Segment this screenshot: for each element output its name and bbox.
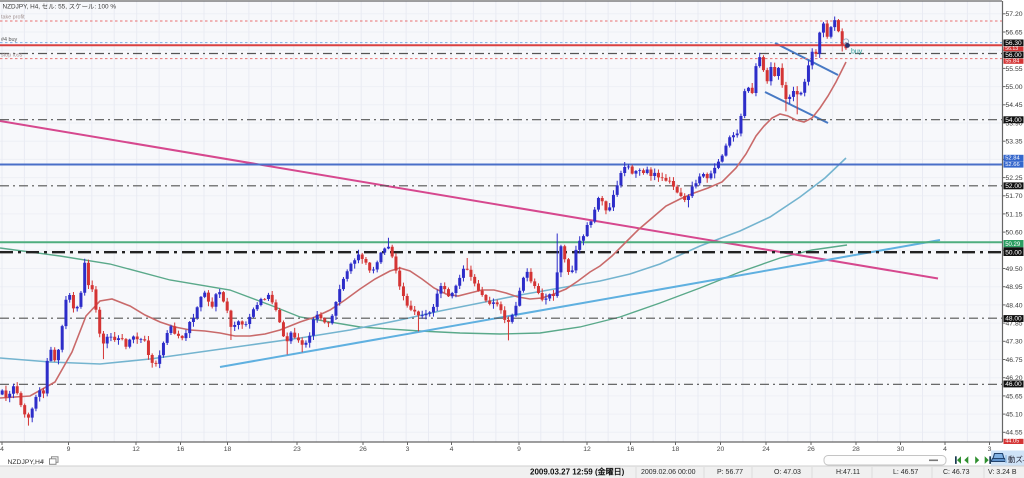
svg-text:53.90: 53.90 [1006,120,1023,127]
svg-text:26: 26 [359,446,367,453]
svg-text:20: 20 [717,446,725,453]
svg-text:buy: buy [851,49,863,56]
svg-text:9: 9 [517,446,521,453]
svg-text:48.00: 48.00 [1005,316,1022,323]
svg-text:47.30: 47.30 [1006,339,1023,346]
svg-text:2009.02.06 00:00: 2009.02.06 00:00 [641,469,696,476]
svg-text:51.70: 51.70 [1006,193,1023,200]
svg-text:48.95: 48.95 [1006,284,1023,291]
svg-text:54.45: 54.45 [1006,102,1023,109]
svg-text:take profit: take profit [1,15,25,21]
svg-text:L: 46.57: L: 46.57 [893,469,918,476]
svg-text:45.65: 45.65 [1006,393,1023,400]
svg-text:23: 23 [293,446,301,453]
svg-text:18: 18 [224,446,232,453]
svg-text:3: 3 [988,446,992,453]
svg-text:26: 26 [807,446,815,453]
svg-text:V: 3.24 B: V: 3.24 B [988,469,1017,476]
svg-text:16: 16 [177,446,185,453]
svg-text:52.84: 52.84 [1005,156,1020,162]
svg-text:O: 47.03: O: 47.03 [774,469,801,476]
svg-text:46.00: 46.00 [1005,381,1022,388]
svg-text:53.35: 53.35 [1006,139,1023,146]
svg-text:NZDJPY, H4, セル: 55, スケール: 100: NZDJPY, H4, セル: 55, スケール: 100 % [3,3,117,11]
svg-text:55.55: 55.55 [1006,66,1023,73]
svg-text:48.40: 48.40 [1006,302,1023,309]
svg-text:18: 18 [672,446,680,453]
svg-text:57.20: 57.20 [1006,11,1023,18]
svg-text:stop loss: stop loss [1,53,23,59]
svg-text:44.05: 44.05 [1005,439,1019,445]
svg-text:28: 28 [852,446,860,453]
svg-text:動ズ―: 動ズ― [1008,455,1024,464]
svg-text:52.25: 52.25 [1006,175,1023,182]
svg-text:×: × [41,457,45,466]
svg-text:49.50: 49.50 [1006,266,1023,273]
svg-text:3: 3 [406,446,410,453]
svg-text:56.00: 56.00 [1005,52,1022,59]
svg-text:P: 56.77: P: 56.77 [717,469,743,476]
svg-text:4: 4 [0,446,4,453]
svg-text:50.60: 50.60 [1006,230,1023,237]
svg-text:56.13: 56.13 [1005,46,1018,52]
svg-text:55.00: 55.00 [1006,84,1023,91]
svg-text:55.84: 55.84 [1005,58,1019,64]
svg-text:#4 buy: #4 buy [1,37,17,43]
svg-text:30: 30 [897,446,905,453]
svg-text:24: 24 [762,446,770,453]
svg-text:47.85: 47.85 [1006,321,1023,328]
svg-text:46.75: 46.75 [1006,357,1023,364]
svg-text:52.00: 52.00 [1005,183,1022,190]
svg-text:H:47.11: H:47.11 [836,469,860,476]
svg-text:50.00: 50.00 [1005,250,1022,257]
svg-text:9: 9 [67,446,71,453]
svg-text:NZDJPY,H4: NZDJPY,H4 [8,459,44,466]
svg-text:C: 46.73: C: 46.73 [943,469,970,476]
svg-text:52.66: 52.66 [1005,162,1020,168]
svg-text:12: 12 [132,446,140,453]
svg-text:56.65: 56.65 [1006,29,1023,36]
svg-text:56.30: 56.30 [1005,40,1022,47]
svg-text:54.00: 54.00 [1005,117,1022,124]
svg-text:4: 4 [943,446,947,453]
svg-text:50.29: 50.29 [1005,242,1021,248]
svg-text:46.20: 46.20 [1006,375,1023,382]
svg-text:51.15: 51.15 [1006,211,1023,218]
svg-text:45.10: 45.10 [1006,412,1023,419]
svg-text:12: 12 [583,446,591,453]
svg-text:16: 16 [627,446,635,453]
svg-text:44.55: 44.55 [1006,430,1023,437]
svg-text:2009.03.27 12:59 (金曜日): 2009.03.27 12:59 (金曜日) [530,467,625,477]
svg-text:4: 4 [450,446,454,453]
